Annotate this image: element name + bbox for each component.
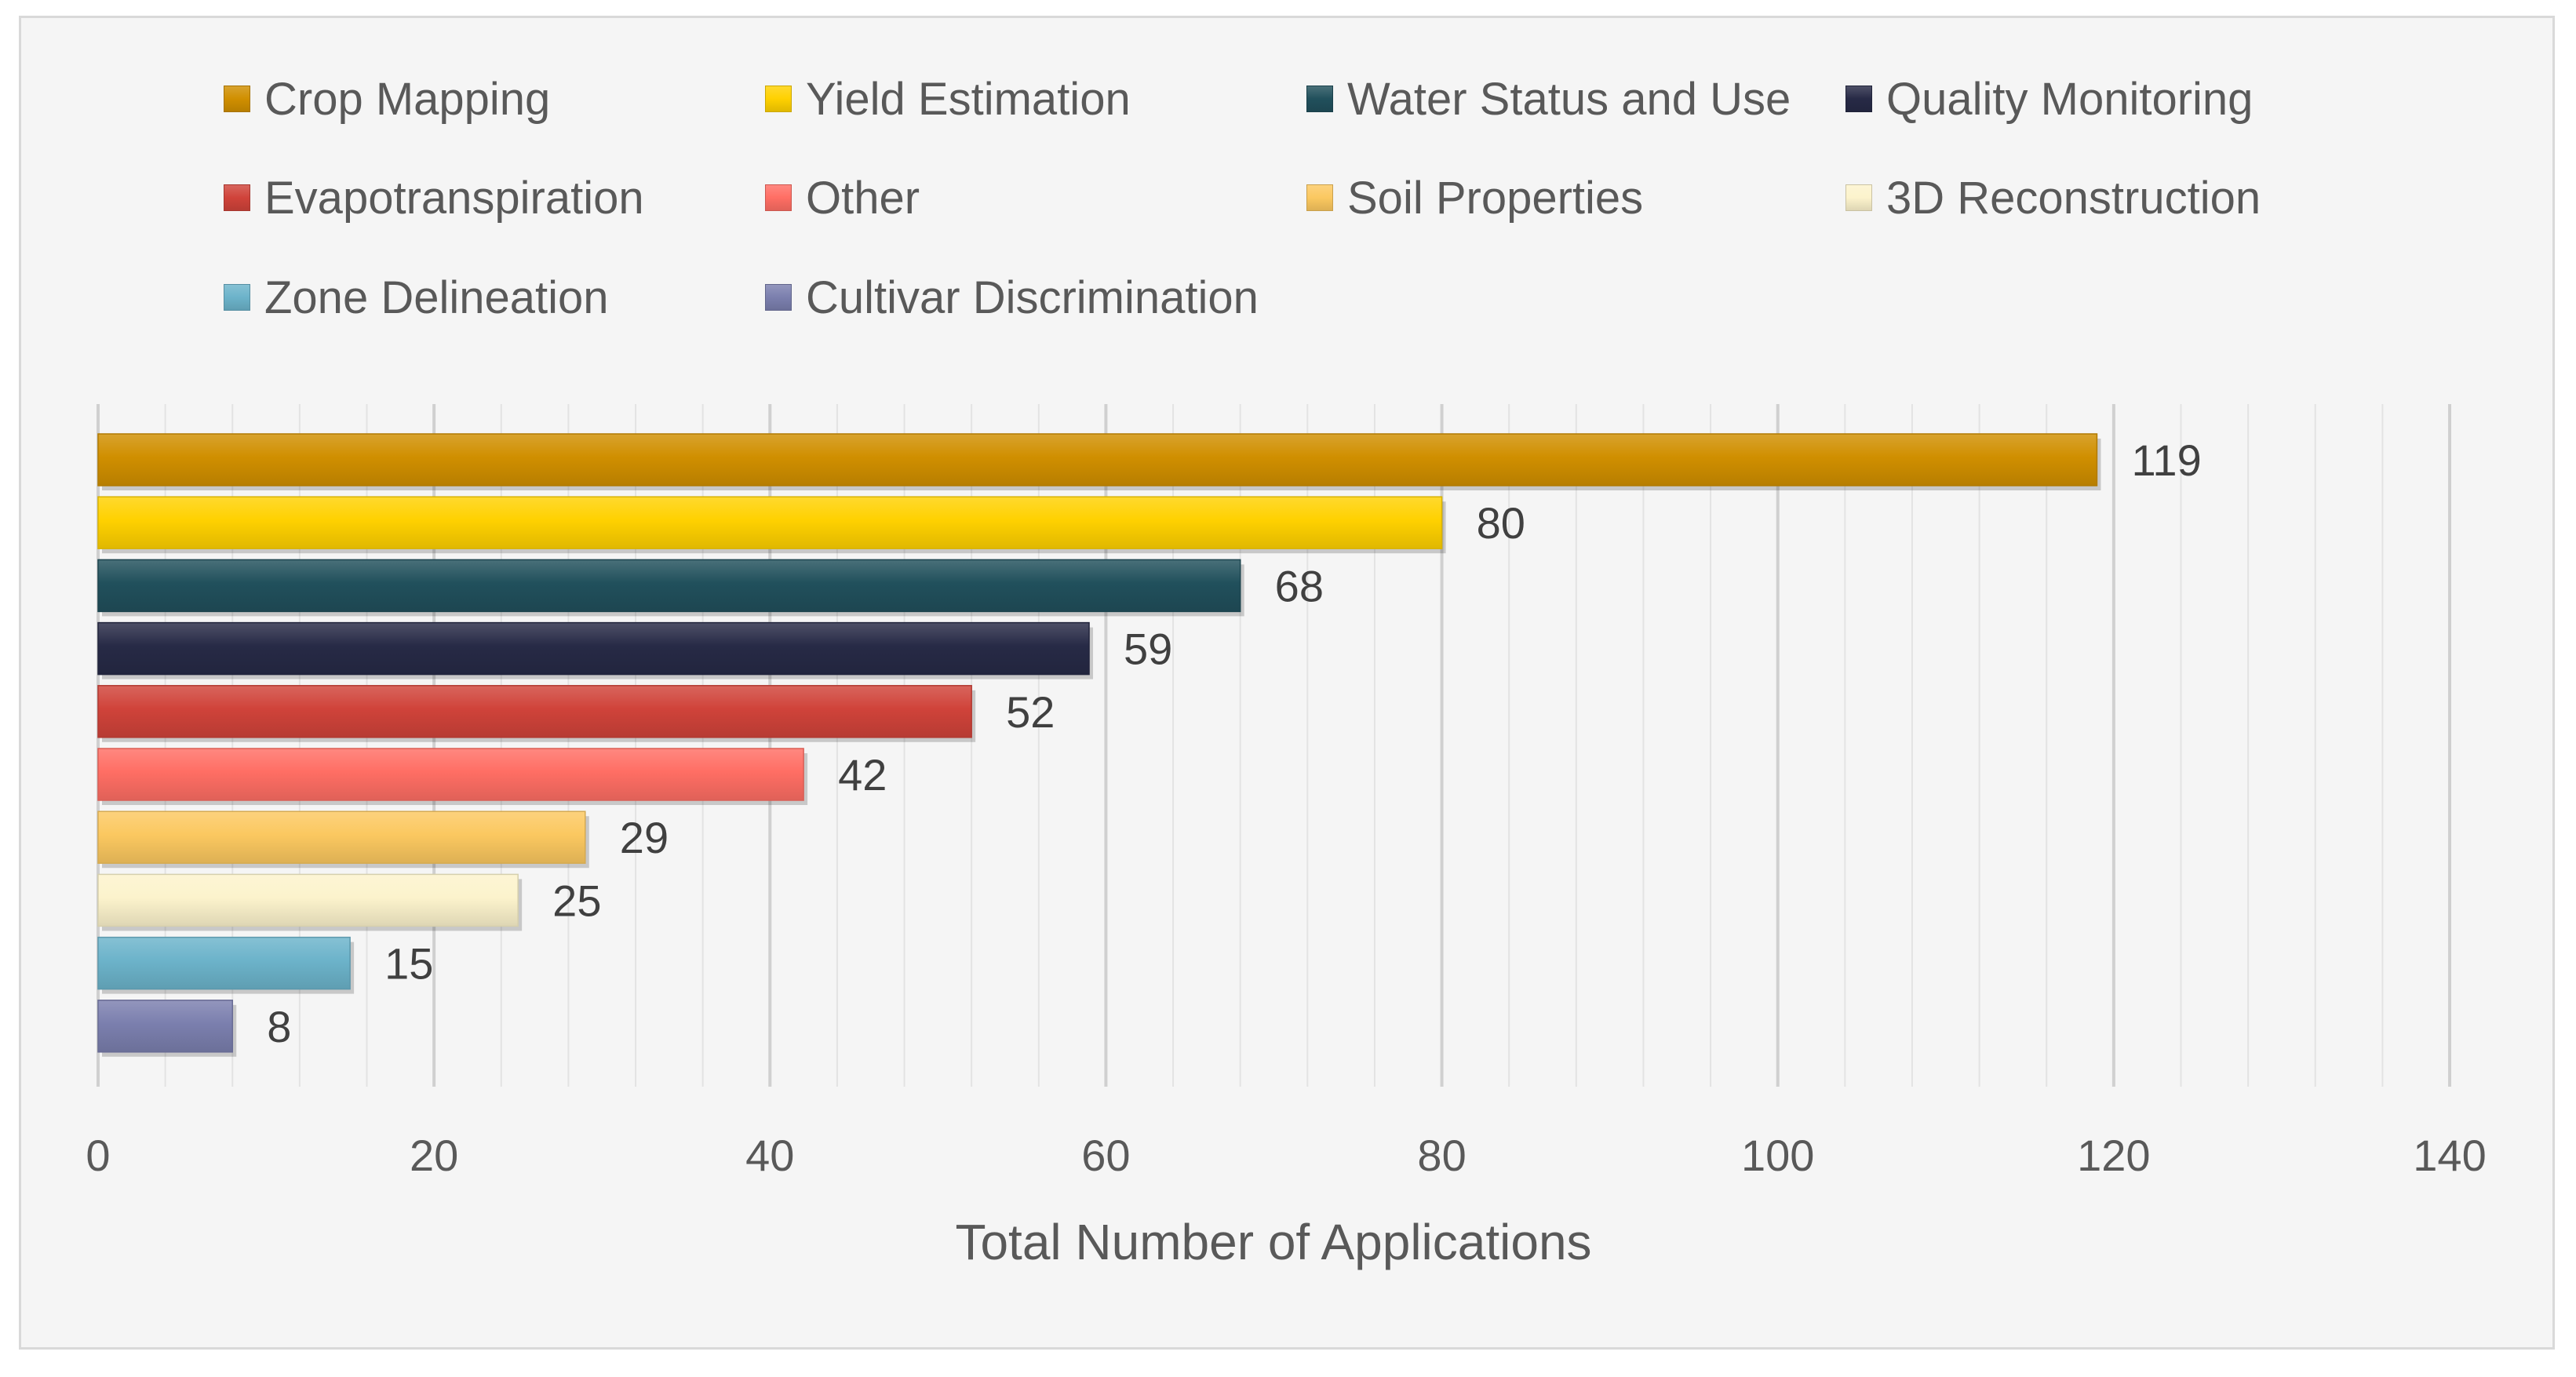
legend: Crop Mapping Yield Estimation Water Status… [0,0,2576,345]
legend-item-other: Other [765,166,920,229]
legend-item-zone-delineation: Zone Delineation [224,266,609,329]
legend-label: Evapotranspiration [264,172,644,224]
bar-layer [97,433,2101,1057]
bar-quality-monitoring [97,621,1090,676]
legend-item-yield-estimation: Yield Estimation [765,67,1131,130]
x-tick-label: 120 [2077,1131,2150,1180]
legend-swatch [224,284,250,311]
tick-layer: 0 20 40 60 80 100 120 140 [86,1131,2486,1180]
value-label-water-status-and-use: 68 [1275,561,1324,610]
bar-3d-reconstruction [97,873,519,927]
legend-swatch [224,184,250,211]
x-tick-label: 80 [1417,1131,1466,1180]
legend-label: Soil Properties [1347,172,1644,224]
x-tick-label: 0 [86,1131,110,1180]
value-label-evapotranspiration: 52 [1006,687,1055,737]
legend-swatch [1306,86,1333,112]
x-tick-label: 20 [410,1131,458,1180]
bar-cultivar-discrimination [97,1000,234,1053]
legend-swatch [765,284,792,311]
bar-zone-delineation [97,936,351,990]
bar-yield-estimation [97,496,1443,549]
legend-swatch [1845,184,1872,211]
legend-label: Crop Mapping [264,73,551,125]
value-label-yield-estimation: 80 [1477,498,1525,548]
legend-item-evapotranspiration: Evapotranspiration [224,166,644,229]
bar-soil-properties [97,811,586,864]
legend-label: Cultivar Discrimination [806,271,1259,323]
legend-swatch [224,86,250,112]
legend-swatch [765,184,792,211]
legend-label: Quality Monitoring [1886,73,2254,125]
x-tick-label: 140 [2413,1131,2486,1180]
legend-item-quality-monitoring: Quality Monitoring [1845,67,2253,130]
label-layer: 119 80 68 59 52 42 29 25 15 8 [267,435,2201,1051]
legend-item-water-status-and-use: Water Status and Use [1306,67,1791,130]
value-label-quality-monitoring: 59 [1124,625,1172,674]
legend-label: 3D Reconstruction [1886,172,2261,224]
legend-item-soil-properties: Soil Properties [1306,166,1643,229]
chart-frame [19,16,2555,1350]
legend-label: Zone Delineation [264,271,609,323]
value-label-zone-delineation: 15 [384,939,433,989]
legend-label: Yield Estimation [806,73,1131,125]
bar-water-status-and-use [97,559,1241,613]
bar-other [97,748,804,801]
legend-label: Other [806,172,920,224]
value-label-other: 42 [838,750,887,800]
legend-swatch [1306,184,1333,211]
legend-item-cultivar-discrimination: Cultivar Discrimination [765,266,1259,329]
bar-crop-mapping [97,433,2098,486]
x-axis-title: Total Number of Applications [955,1214,1591,1270]
value-label-3d-reconstruction: 25 [552,876,601,925]
bar-evapotranspiration [97,685,972,738]
legend-swatch [765,86,792,112]
legend-label: Water Status and Use [1347,73,1791,125]
legend-item-crop-mapping: Crop Mapping [224,67,550,130]
x-tick-label: 40 [745,1131,794,1180]
legend-item-3d-reconstruction: 3D Reconstruction [1845,166,2261,229]
x-tick-label: 60 [1081,1131,1130,1180]
value-label-crop-mapping: 119 [2131,435,2201,485]
value-label-soil-properties: 29 [620,813,669,862]
x-tick-label: 100 [1741,1131,1814,1180]
value-label-cultivar-discrimination: 8 [267,1002,291,1051]
legend-swatch [1845,86,1872,112]
